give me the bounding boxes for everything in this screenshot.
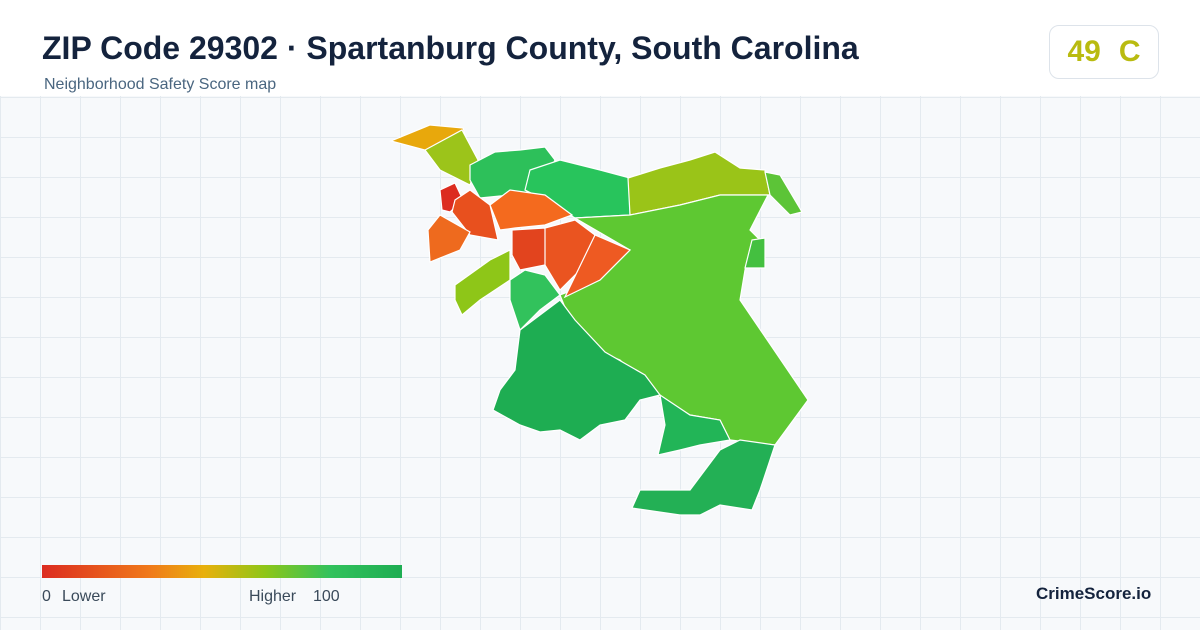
region <box>454 249 511 316</box>
region <box>744 237 766 269</box>
region <box>509 269 561 332</box>
score-value: 49 <box>1067 35 1101 68</box>
score-badge: 49 C <box>1049 25 1159 79</box>
region <box>563 234 632 299</box>
region <box>657 393 731 456</box>
legend-max: 100 <box>313 588 340 605</box>
region <box>427 214 471 263</box>
region <box>489 189 574 231</box>
legend-min: 0 <box>42 588 51 605</box>
title: ZIP Code 29302 · Spartanburg County, Sou… <box>42 30 859 66</box>
region <box>451 189 499 241</box>
brand: CrimeScore.io <box>1036 584 1152 603</box>
score-grade: C <box>1118 35 1141 68</box>
subtitle: Neighborhood Safety Score map <box>44 76 277 93</box>
region <box>631 439 776 516</box>
region <box>492 299 662 441</box>
region <box>764 171 803 216</box>
legend-gradient <box>42 565 402 578</box>
legend-max-label: Higher <box>249 588 297 605</box>
header <box>0 0 1200 96</box>
legend-min-label: Lower <box>62 588 106 605</box>
